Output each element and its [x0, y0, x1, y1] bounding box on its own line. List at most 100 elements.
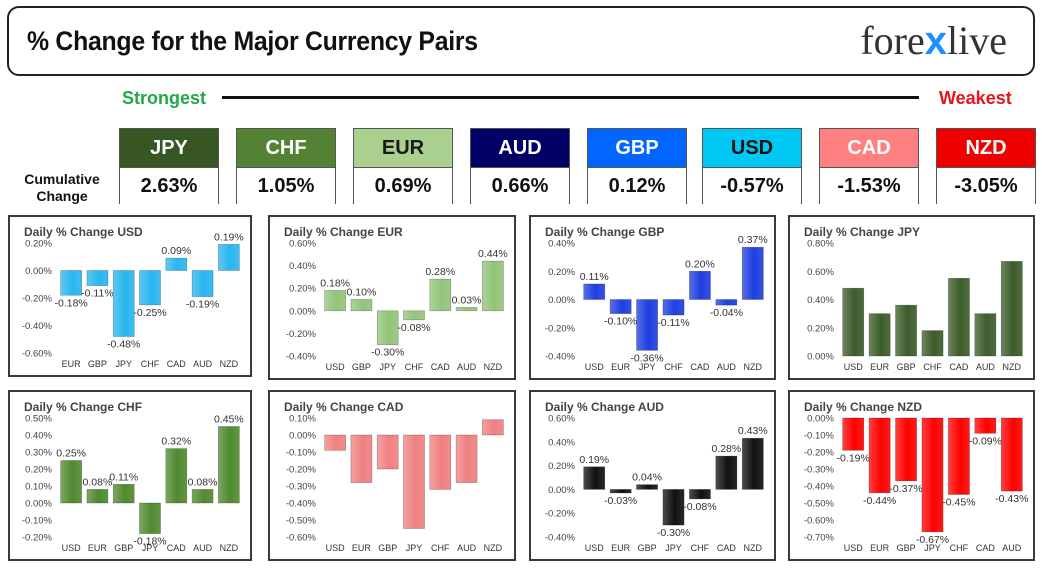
data-label: 0.04% — [632, 472, 662, 484]
data-label: -0.67% — [916, 534, 949, 546]
x-category-label: CHF — [950, 543, 969, 553]
data-label: 0.32% — [161, 436, 191, 448]
chart-title: Daily % Change JPY — [804, 225, 921, 239]
y-tick-label: -0.40% — [286, 499, 317, 510]
x-category-label: USD — [844, 543, 864, 553]
y-tick-label: 0.00% — [548, 485, 575, 496]
page-title: % Change for the Major Currency Pairs — [27, 26, 478, 56]
bar-gbp — [112, 484, 135, 504]
data-label: -0.18% — [133, 536, 166, 548]
chart-title: Daily % Change EUR — [284, 225, 403, 239]
data-label: 0.10% — [347, 287, 377, 299]
bar-nzd — [741, 437, 764, 490]
bar-chf — [662, 299, 685, 316]
bar-cad — [948, 278, 970, 357]
currency-cell-usd: USD -0.57% — [702, 128, 802, 204]
data-label: 0.45% — [214, 414, 244, 426]
x-category-label: CAD — [949, 362, 969, 372]
data-label: -0.08% — [683, 501, 716, 513]
data-label: 0.11% — [109, 471, 138, 483]
currency-cumulative-value: 2.63% — [120, 167, 218, 204]
currency-cell-aud: AUD 0.66% — [470, 128, 570, 204]
cumulative-change-label: Cumulative Change — [22, 171, 102, 205]
logo-x: x — [924, 19, 948, 63]
currency-cumulative-value: 1.05% — [237, 167, 335, 204]
y-tick-label: 0.20% — [548, 267, 575, 278]
x-category-label: EUR — [88, 543, 108, 553]
chart-title: Daily % Change CAD — [284, 400, 404, 414]
bar-chart-svg: 0.60% 0.40% 0.20% 0.00% -0.20% -0.40% USD 0.19%… — [545, 414, 768, 554]
weakest-label: Weakest — [939, 88, 1012, 108]
y-tick-label: -0.20% — [22, 533, 53, 544]
currency-name: EUR — [354, 129, 452, 167]
y-tick-label: -0.20% — [22, 294, 53, 305]
x-category-label: EUR — [611, 543, 631, 553]
data-label: 0.08% — [188, 476, 218, 488]
bar-eur — [609, 299, 632, 314]
data-label: 0.37% — [738, 234, 768, 246]
x-category-label: JPY — [115, 359, 132, 369]
forexlive-logo: forexlive — [860, 16, 1007, 66]
y-tick-label: 0.10% — [289, 414, 316, 425]
currency-cell-nzd: NZD -3.05% — [936, 128, 1036, 204]
currency-cell-eur: EUR 0.69% — [353, 128, 453, 204]
y-tick-label: -0.10% — [286, 448, 317, 459]
y-tick-label: 0.00% — [548, 295, 575, 306]
bar-eur — [868, 313, 891, 357]
x-category-label: NZD — [1003, 362, 1022, 372]
y-tick-label: 0.40% — [25, 431, 52, 442]
currency-name: CHF — [237, 129, 335, 167]
currency-cumulative-value: -1.53% — [820, 167, 918, 204]
x-category-label: CAD — [690, 362, 710, 372]
header-banner: % Change for the Major Currency Pairs fo… — [7, 6, 1035, 76]
bar-cad — [689, 270, 711, 300]
data-label: -0.19% — [186, 299, 219, 311]
data-label: 0.11% — [580, 271, 609, 283]
data-label: 0.03% — [452, 294, 482, 306]
data-label: -0.30% — [657, 527, 690, 539]
bar-chf — [139, 270, 161, 306]
bar-eur — [868, 417, 891, 494]
bar-chart-svg: 0.20% 0.00% -0.20% -0.40% -0.60% EUR -0.18% GBP… — [22, 231, 244, 369]
chart-panel-3: Daily % Change GBP 0.40% 0.20% 0.00% -0.20% -… — [529, 215, 776, 380]
bar-usd — [583, 283, 606, 300]
data-label: -0.48% — [107, 339, 140, 351]
bar-cad — [165, 448, 188, 504]
y-tick-label: -0.60% — [804, 516, 835, 527]
y-tick-label: 0.20% — [807, 323, 834, 334]
y-tick-label: -0.10% — [804, 431, 835, 442]
data-label: -0.18% — [55, 297, 88, 309]
x-category-label: EUR — [352, 543, 372, 553]
y-tick-label: 0.20% — [25, 465, 52, 476]
logo-text-right: live — [947, 18, 1007, 63]
logo-text-left: fore — [860, 18, 925, 63]
y-tick-label: 0.00% — [289, 306, 316, 317]
y-tick-label: -0.40% — [545, 533, 576, 544]
y-tick-label: 0.50% — [25, 414, 52, 425]
bar-aud — [191, 489, 214, 504]
bar-chart-svg: 0.80% 0.60% 0.40% 0.20% 0.00% USD EUR GBP CHF CAD… — [807, 239, 1023, 372]
bar-eur — [60, 270, 82, 296]
y-tick-label: 0.40% — [289, 261, 316, 272]
bar-gbp — [895, 417, 917, 482]
data-label: -0.11% — [81, 288, 114, 300]
data-label: 0.43% — [738, 425, 768, 437]
x-category-label: AUD — [1002, 543, 1022, 553]
data-label: -0.25% — [133, 307, 166, 319]
cumulative-label-line1: Cumulative — [24, 171, 100, 187]
x-category-label: JPY — [639, 362, 656, 372]
currency-name: CAD — [820, 129, 918, 167]
x-category-label: GBP — [897, 543, 916, 553]
data-label: 0.08% — [83, 476, 113, 488]
y-tick-label: 0.30% — [25, 448, 52, 459]
y-tick-label: 0.80% — [807, 239, 834, 250]
currency-cumulative-value: 0.69% — [354, 167, 452, 204]
bar-chf — [689, 489, 711, 500]
strongest-label: Strongest — [122, 88, 207, 108]
bar-chart-svg: 0.40%0.20%0.00%-0.20%-0.40%USD0.11%EUR-0… — [545, 234, 768, 372]
y-tick-label: 0.40% — [548, 437, 575, 448]
bar-jpy — [636, 299, 658, 351]
x-category-label: CHF — [664, 362, 683, 372]
data-label: -0.10% — [604, 316, 637, 328]
y-tick-label: 0.20% — [548, 461, 575, 472]
